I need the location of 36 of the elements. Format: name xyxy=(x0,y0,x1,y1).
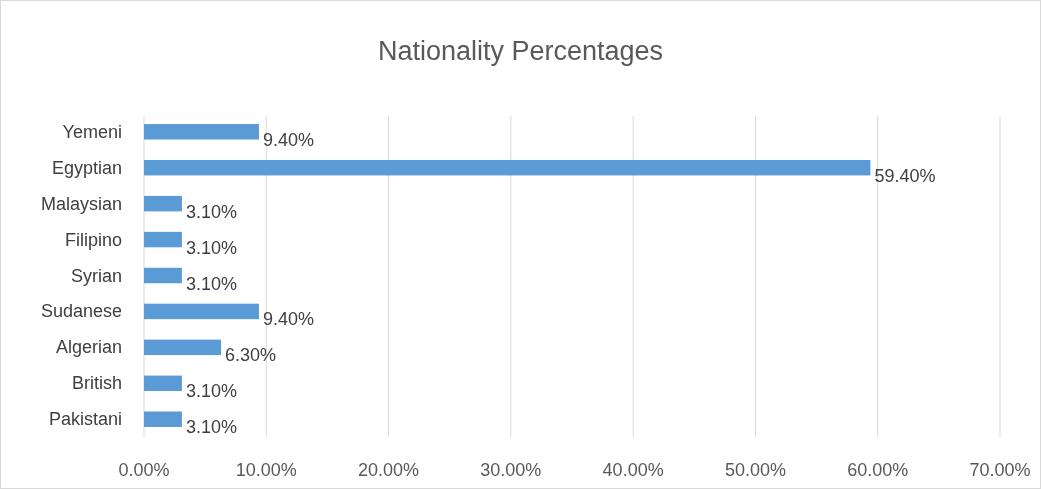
x-tick-label: 20.00% xyxy=(358,460,420,480)
y-tick-label: Pakistani xyxy=(48,409,122,430)
bar xyxy=(144,303,259,320)
y-tick-label: Filipino xyxy=(64,229,122,250)
x-tick-label: 10.00% xyxy=(235,460,297,480)
data-label: 3.10% xyxy=(185,237,237,258)
x-tick-label: 40.00% xyxy=(602,460,664,480)
y-tick-label: Sudanese xyxy=(40,301,122,322)
x-tick-label: 0.00% xyxy=(118,460,170,480)
y-tick-label: Malaysian xyxy=(40,193,122,214)
data-label: 3.10% xyxy=(185,201,237,222)
data-label: 9.40% xyxy=(262,129,314,150)
y-tick-label: British xyxy=(71,373,122,394)
data-label: 3.10% xyxy=(185,381,237,402)
x-tick-label: 60.00% xyxy=(847,460,909,480)
bar xyxy=(144,267,182,284)
data-label: 59.40% xyxy=(874,165,936,186)
x-tick-label: 50.00% xyxy=(724,460,786,480)
bar xyxy=(144,231,182,248)
y-tick-label: Syrian xyxy=(70,265,122,286)
data-label: 9.40% xyxy=(262,309,314,330)
data-label: 3.10% xyxy=(185,273,237,294)
y-tick-label: Yemeni xyxy=(62,121,122,142)
bar xyxy=(144,195,182,212)
x-tick-label: 30.00% xyxy=(480,460,542,480)
x-tick-label: 70.00% xyxy=(969,460,1031,480)
y-tick-label: Algerian xyxy=(55,337,122,358)
bar xyxy=(144,124,259,140)
bar xyxy=(144,411,182,427)
y-tick-label: Egyptian xyxy=(51,157,122,178)
bar xyxy=(144,375,182,392)
chart-title: Nationality Percentages xyxy=(377,36,664,66)
bar xyxy=(144,159,871,176)
bar xyxy=(144,339,222,356)
data-label: 6.30% xyxy=(225,345,277,366)
data-label: 3.10% xyxy=(185,417,237,438)
